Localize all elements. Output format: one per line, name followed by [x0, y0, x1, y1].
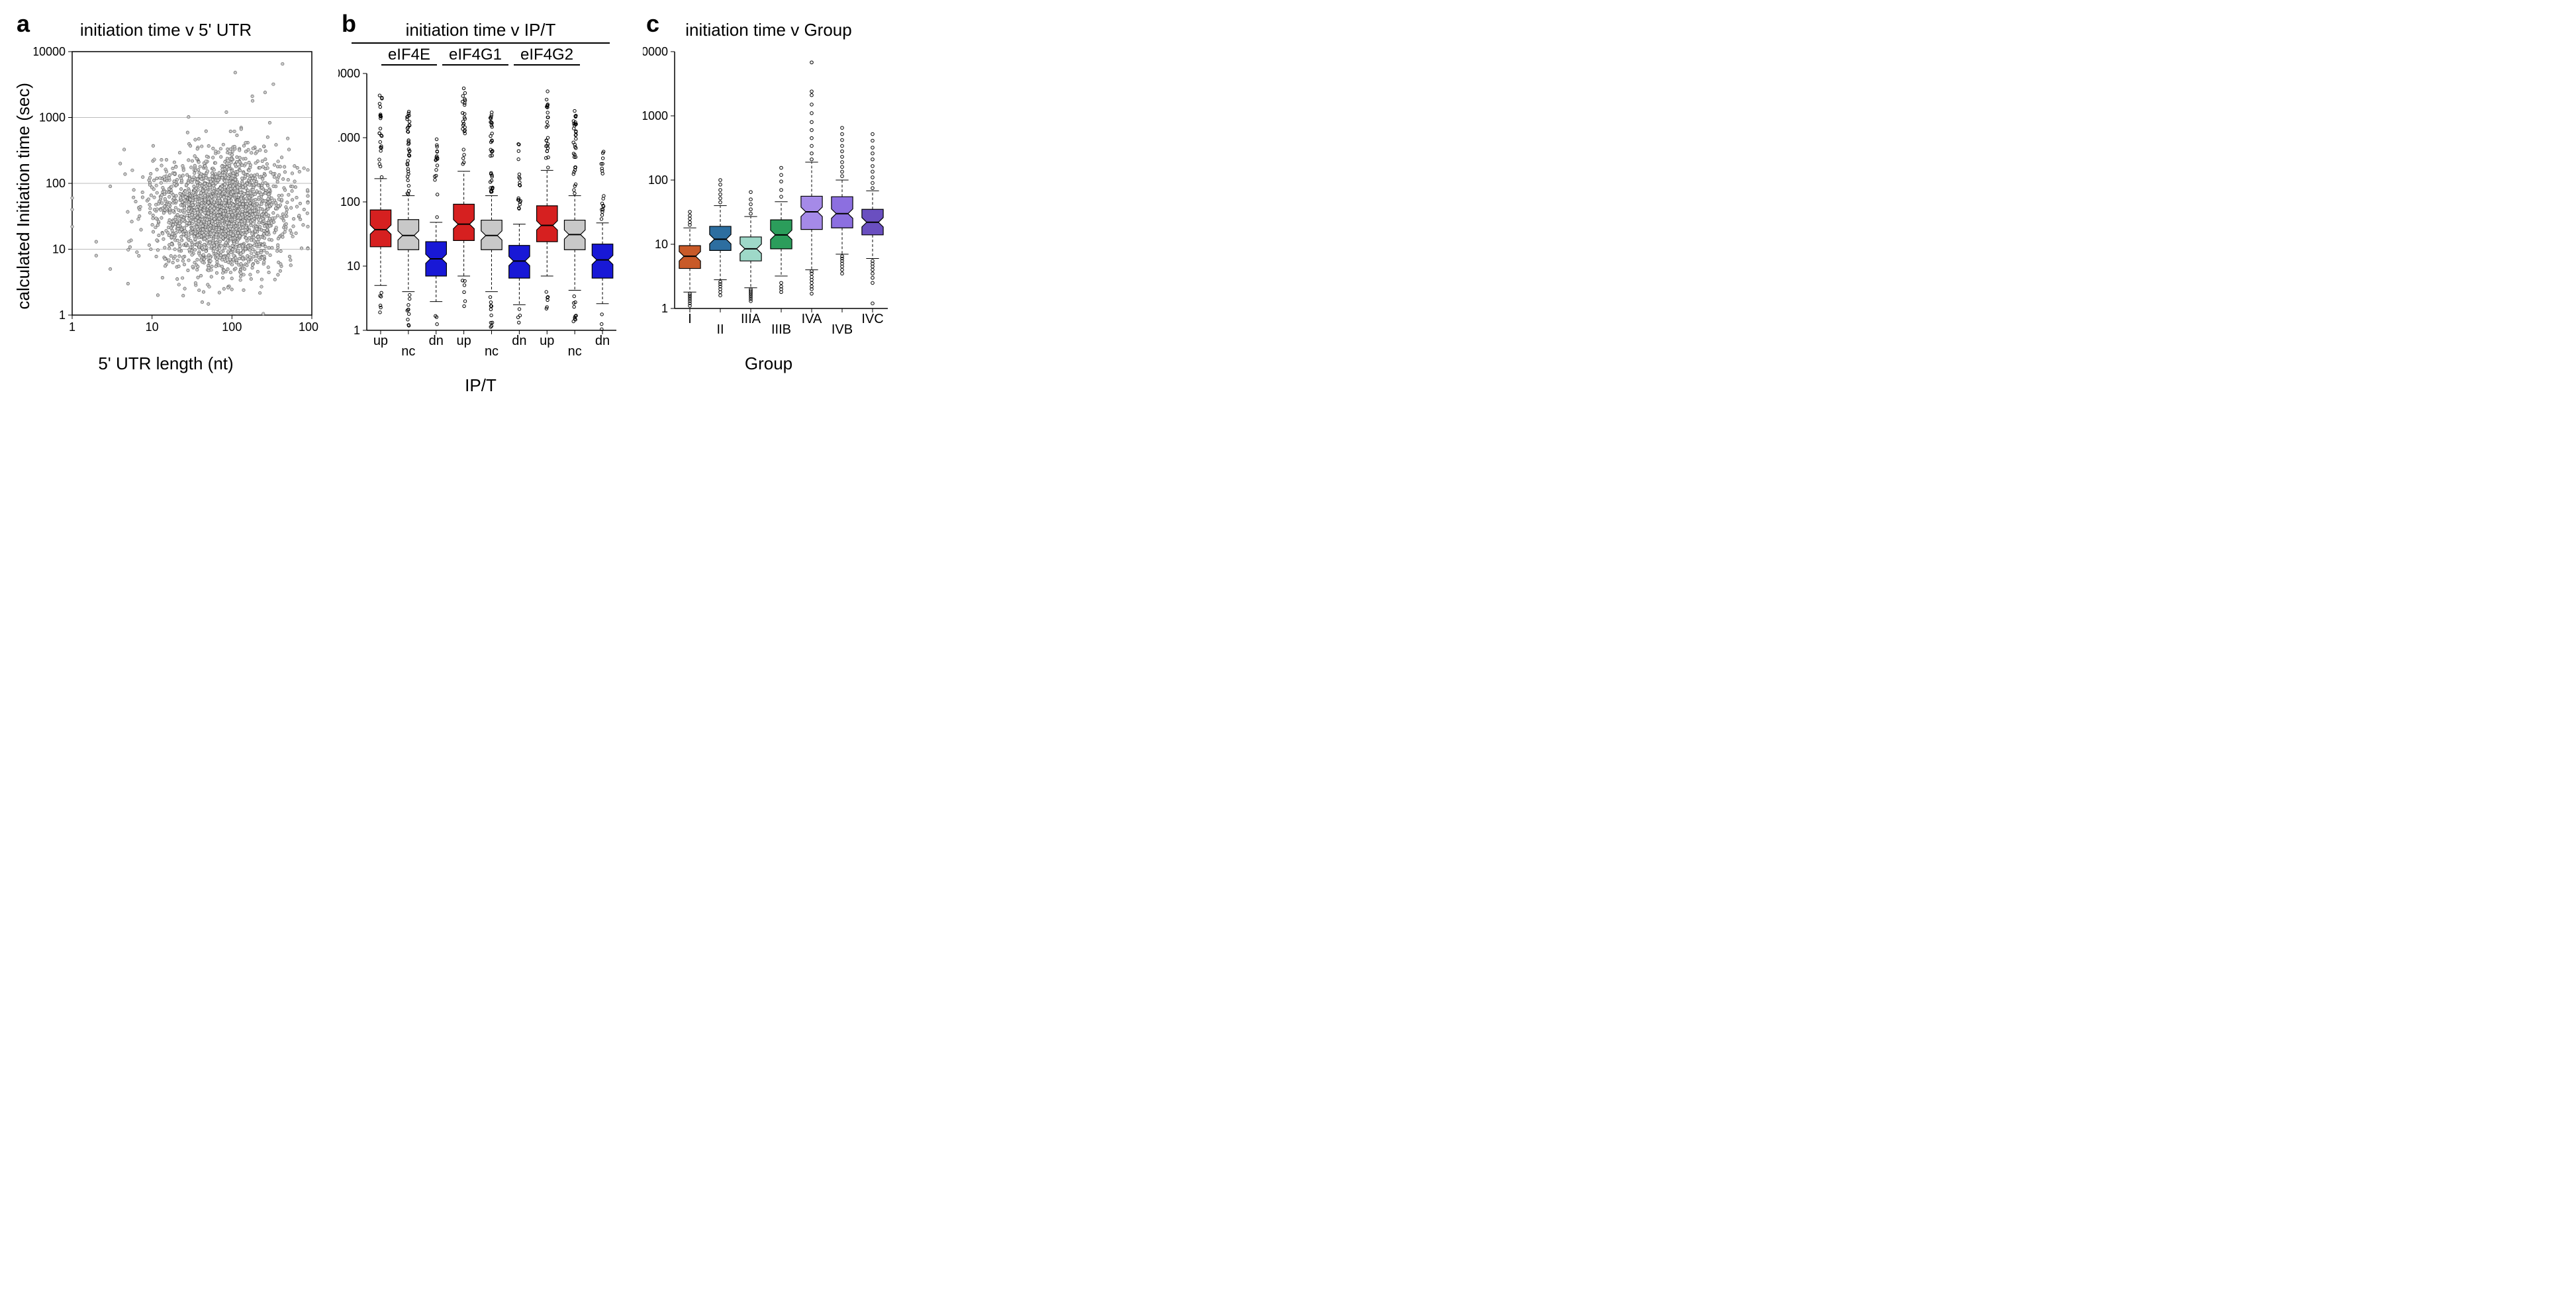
svg-text:up: up [373, 334, 388, 348]
svg-text:100: 100 [340, 195, 360, 209]
svg-text:IIIA: IIIA [741, 312, 761, 326]
panel-c-xlabel: Group [745, 353, 792, 374]
svg-text:IVC: IVC [861, 312, 883, 326]
panel-b: b initiation time v IP/T eIF4E eIF4G1 eI… [338, 13, 623, 396]
svg-text:100: 100 [46, 177, 66, 190]
subheader-eif4g2: eIF4G2 [514, 46, 580, 66]
panel-a-ylabel: calculated Initiation time (sec) [13, 83, 34, 309]
panel-b-underline [352, 42, 610, 44]
svg-text:1000: 1000 [338, 131, 360, 144]
panel-a-title: initiation time v 5' UTR [80, 20, 252, 40]
panel-b-xlabel: IP/T [465, 375, 497, 396]
svg-text:IVB: IVB [832, 322, 853, 337]
svg-text:up: up [540, 334, 554, 348]
panel-b-subheaders: eIF4E eIF4G1 eIF4G2 [381, 46, 580, 66]
panel-b-label: b [342, 10, 356, 38]
svg-text:10: 10 [146, 320, 159, 334]
svg-text:dn: dn [595, 334, 610, 348]
panel-b-super-title: initiation time v IP/T [406, 20, 556, 40]
panel-a-label: a [17, 10, 30, 38]
svg-text:II: II [716, 322, 724, 337]
svg-text:nc: nc [568, 344, 582, 359]
svg-text:10000: 10000 [338, 67, 360, 80]
svg-text:nc: nc [401, 344, 415, 359]
svg-text:100: 100 [222, 320, 242, 334]
svg-text:IVA: IVA [802, 312, 822, 326]
svg-text:1: 1 [69, 320, 75, 334]
svg-text:up: up [456, 334, 471, 348]
panel-a-xlabel: 5' UTR length (nt) [98, 353, 233, 374]
svg-text:nc: nc [485, 344, 499, 359]
svg-text:1000: 1000 [39, 111, 66, 124]
svg-text:10: 10 [655, 238, 668, 251]
svg-text:dn: dn [512, 334, 526, 348]
svg-text:10: 10 [347, 259, 360, 273]
boxplot-group: 110100100010000IIIIIIAIIIBIVAIVBIVC [643, 44, 894, 348]
scatter-chart: 1 10 100 1000 1 10 100 1000 10000 [34, 44, 318, 348]
svg-text:10: 10 [52, 243, 66, 256]
panel-c: c initiation time v Group 1 10 100 1000 1000… [643, 13, 894, 396]
subheader-eif4g1: eIF4G1 [442, 46, 508, 66]
svg-text:IIIB: IIIB [771, 322, 791, 337]
svg-text:1000: 1000 [299, 320, 318, 334]
svg-text:10000: 10000 [34, 45, 66, 58]
svg-text:1000: 1000 [643, 109, 668, 122]
boxplot-ipt: 110100100010000upncdnupncdnupncdn [338, 66, 623, 370]
svg-text:1: 1 [661, 302, 668, 315]
panel-a: a initiation time v 5' UTR calculated In… [13, 13, 318, 396]
svg-text:I: I [688, 312, 692, 326]
svg-text:1: 1 [354, 324, 360, 337]
svg-text:1: 1 [59, 308, 66, 322]
subheader-eif4e: eIF4E [381, 46, 437, 66]
panel-c-title: initiation time v Group [685, 20, 851, 40]
svg-text:100: 100 [648, 173, 668, 187]
panel-c-label: c [646, 10, 659, 38]
svg-text:10000: 10000 [643, 45, 668, 58]
svg-text:dn: dn [429, 334, 444, 348]
